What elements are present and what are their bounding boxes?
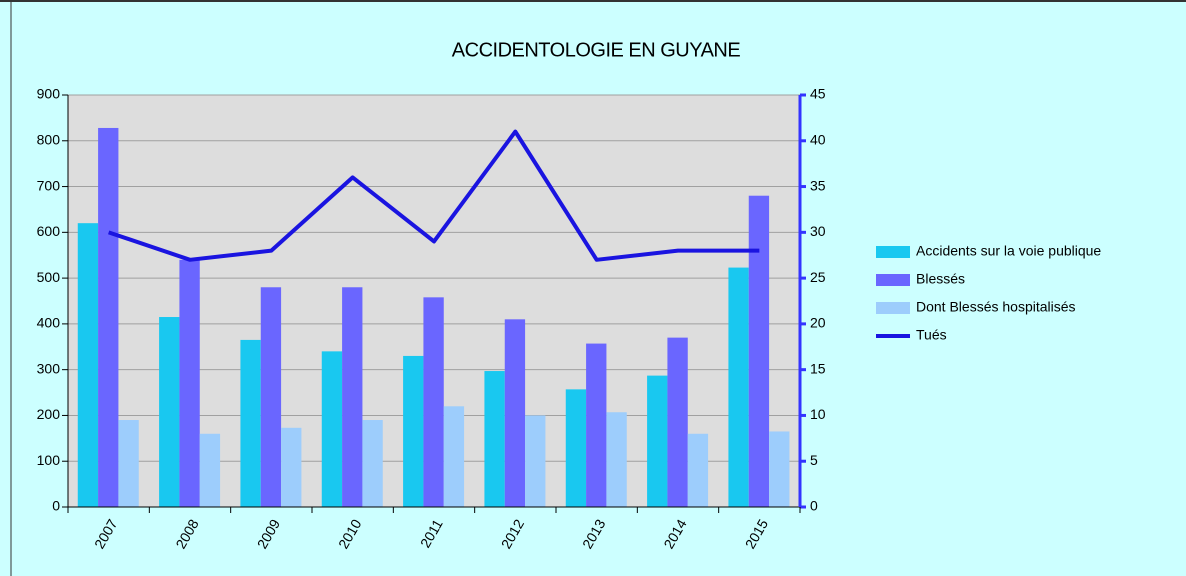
y2-tick-label: 30 xyxy=(810,223,826,239)
legend-swatch xyxy=(876,246,910,258)
bar xyxy=(281,427,302,507)
y2-tick-label: 45 xyxy=(810,86,826,102)
y-tick-label: 600 xyxy=(37,223,61,239)
y2-tick-label: 0 xyxy=(810,498,818,514)
y-tick-label: 0 xyxy=(52,498,60,514)
chart-title: ACCIDENTOLOGIE EN GUYANE xyxy=(452,39,741,61)
bar xyxy=(240,339,261,507)
bar xyxy=(77,223,99,507)
bar xyxy=(586,343,607,507)
bar xyxy=(728,267,749,507)
y2-tick-label: 35 xyxy=(810,177,826,193)
bar xyxy=(159,317,180,507)
legend-swatch xyxy=(876,302,910,314)
legend-swatch xyxy=(876,334,910,338)
bar xyxy=(525,415,546,507)
bar xyxy=(647,375,668,507)
legend-label: Dont Blessés hospitalisés xyxy=(916,299,1076,315)
y2-tick-label: 20 xyxy=(810,315,826,331)
bar xyxy=(199,433,221,507)
bar xyxy=(179,259,200,507)
y2-tick-label: 5 xyxy=(810,452,818,468)
bar xyxy=(687,433,709,507)
y2-tick-label: 10 xyxy=(810,406,826,422)
bar xyxy=(565,389,587,507)
y2-tick-label: 25 xyxy=(810,269,826,285)
y-tick-label: 500 xyxy=(37,269,61,285)
y-tick-label: 700 xyxy=(37,177,61,193)
y-tick-label: 400 xyxy=(37,315,61,331)
y2-tick-label: 15 xyxy=(810,360,826,376)
bar xyxy=(423,297,444,507)
y-tick-label: 900 xyxy=(37,86,61,102)
legend-swatch xyxy=(876,274,910,286)
line-series xyxy=(108,129,760,262)
bar xyxy=(748,195,770,507)
bar xyxy=(504,319,526,507)
y-tick-label: 800 xyxy=(37,131,61,147)
bar xyxy=(403,355,424,507)
y-tick-label: 300 xyxy=(37,360,61,376)
bar xyxy=(98,127,119,508)
bar xyxy=(667,337,688,507)
y-tick-label: 200 xyxy=(37,406,61,422)
bar xyxy=(321,351,343,507)
bar xyxy=(606,412,627,507)
legend-label: Blessés xyxy=(916,271,965,287)
bar xyxy=(260,287,282,507)
legend-label: Accidents sur la voie publique xyxy=(916,243,1101,259)
bar xyxy=(118,420,139,507)
bar xyxy=(342,287,363,507)
bar xyxy=(484,371,505,507)
y2-tick-label: 40 xyxy=(810,131,826,147)
bar xyxy=(362,420,383,507)
bar xyxy=(443,406,465,507)
bar xyxy=(769,431,790,507)
y-tick-label: 100 xyxy=(37,452,61,468)
legend-label: Tués xyxy=(916,327,947,343)
